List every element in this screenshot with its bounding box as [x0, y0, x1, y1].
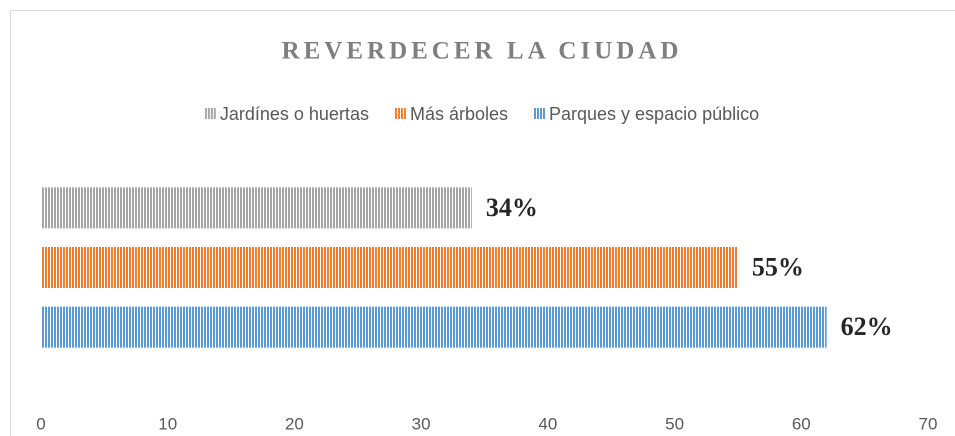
chart-title: REVERDECER LA CIUDAD: [282, 38, 683, 65]
legend-item: Parques y espacio público: [534, 104, 759, 124]
legend-label: Jardínes o huertas: [220, 104, 369, 124]
legend-marker: [204, 108, 216, 119]
bar: [41, 187, 472, 229]
x-tick-label: 40: [538, 414, 557, 433]
x-tick-label: 0: [36, 414, 45, 433]
legend-label: Más árboles: [410, 104, 508, 124]
legend-marker: [534, 108, 545, 119]
data-label: 55%: [752, 252, 804, 281]
x-tick-label: 20: [285, 414, 304, 433]
x-tick-label: 10: [158, 414, 177, 433]
legend-item: Jardínes o huertas: [204, 104, 369, 124]
legend-item: Más árboles: [394, 104, 508, 124]
x-tick-label: 70: [919, 414, 938, 433]
data-label: 34%: [486, 193, 538, 222]
x-tick-label: 50: [665, 414, 684, 433]
bar: [41, 247, 738, 288]
x-tick-label: 30: [412, 414, 431, 433]
chart-border: [10, 10, 955, 436]
bar: [41, 306, 827, 348]
legend-label: Parques y espacio público: [549, 104, 759, 124]
data-label: 62%: [841, 312, 893, 341]
x-tick-label: 60: [792, 414, 811, 433]
legend-marker: [394, 108, 406, 119]
